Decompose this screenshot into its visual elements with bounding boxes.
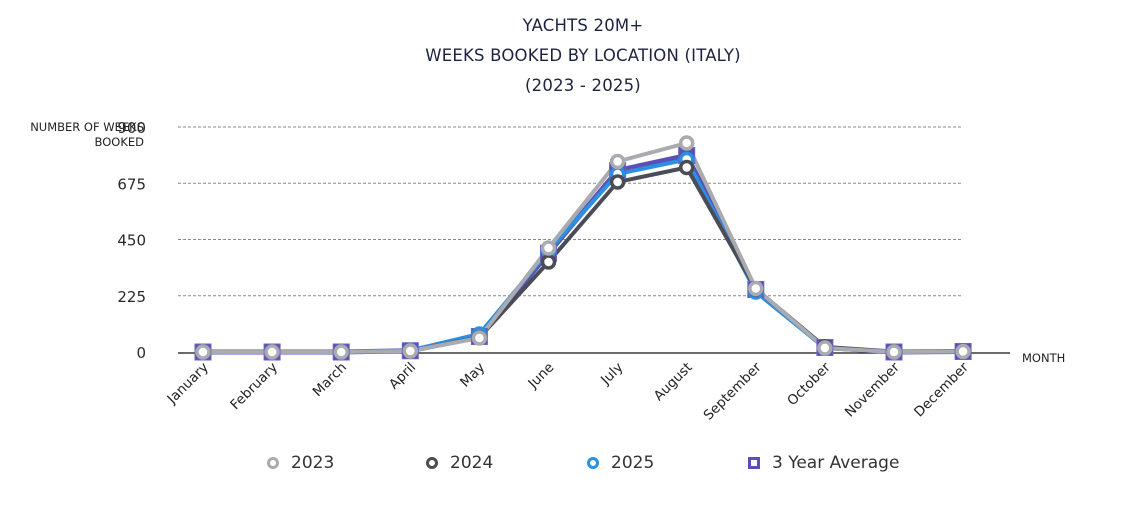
y-tick-label: 450: [117, 232, 146, 250]
legend-marker-2023: [267, 457, 279, 469]
chart-title-line-1: YACHTS 20M+: [522, 16, 644, 35]
marker-2024: [609, 174, 626, 190]
legend-marker-2025: [587, 457, 599, 469]
legend-marker-3-year-average: [748, 457, 760, 469]
x-tick-label: January: [164, 360, 212, 408]
x-tick-label: August: [651, 360, 696, 405]
x-tick-label: November: [842, 359, 903, 420]
x-tick-label: February: [227, 360, 281, 414]
marker-2023: [678, 135, 695, 151]
marker-2023: [748, 280, 764, 297]
series-line-2024: [201, 165, 966, 354]
marker-2023: [540, 240, 557, 256]
legend-label-3-year-average: 3 Year Average: [772, 453, 900, 473]
y-tick-label: 0: [136, 344, 146, 362]
marker-2024: [678, 159, 695, 176]
legend-item-2024[interactable]: 2024: [426, 453, 493, 473]
series-line-2023: [201, 141, 966, 354]
chart-title-line-2: WEEKS BOOKED BY LOCATION (ITALY): [425, 46, 741, 65]
legend-marker-2024: [426, 457, 438, 469]
marker-2023: [886, 344, 902, 360]
legend-item-2025[interactable]: 2025: [587, 453, 654, 473]
legend-label-2023: 2023: [291, 453, 335, 473]
y-tick-label: 225: [117, 288, 146, 306]
marker-2023: [333, 344, 349, 360]
marker-2023: [955, 343, 971, 360]
legend-item-3-year-average[interactable]: 3 Year Average: [748, 453, 899, 473]
marker-2023: [195, 344, 211, 360]
y-tick-label: 675: [117, 175, 146, 193]
x-tick-label: April: [386, 360, 419, 393]
y-axis-label: NUMBER OF WEEKS BOOKED: [30, 120, 144, 149]
x-tick-label: May: [457, 360, 488, 391]
legend: 2023 2024 2025 3 Year Average: [0, 453, 1122, 477]
legend-label-2024: 2024: [450, 453, 494, 473]
marker-2023: [817, 340, 833, 356]
x-tick-label: September: [701, 359, 765, 423]
x-tick-label: June: [525, 360, 558, 393]
chart-title-line-3: (2023 - 2025): [525, 76, 641, 95]
x-tick-label: March: [310, 360, 350, 400]
series-line-2025: [201, 157, 966, 354]
x-tick-label: October: [784, 359, 834, 409]
marker-2023: [609, 153, 626, 170]
marker-2023: [264, 344, 280, 360]
x-tick-label: July: [597, 360, 626, 389]
marker-2024: [540, 254, 557, 270]
series-line-3-year-average: [200, 153, 966, 355]
x-axis-label: MONTH: [1022, 351, 1066, 365]
legend-label-2025: 2025: [611, 453, 655, 473]
marker-2023: [471, 330, 488, 346]
y-tick-label: 900: [117, 119, 146, 137]
x-tick-label: December: [911, 359, 972, 420]
marker-2023: [402, 343, 419, 359]
legend-item-2023[interactable]: 2023: [267, 453, 334, 473]
